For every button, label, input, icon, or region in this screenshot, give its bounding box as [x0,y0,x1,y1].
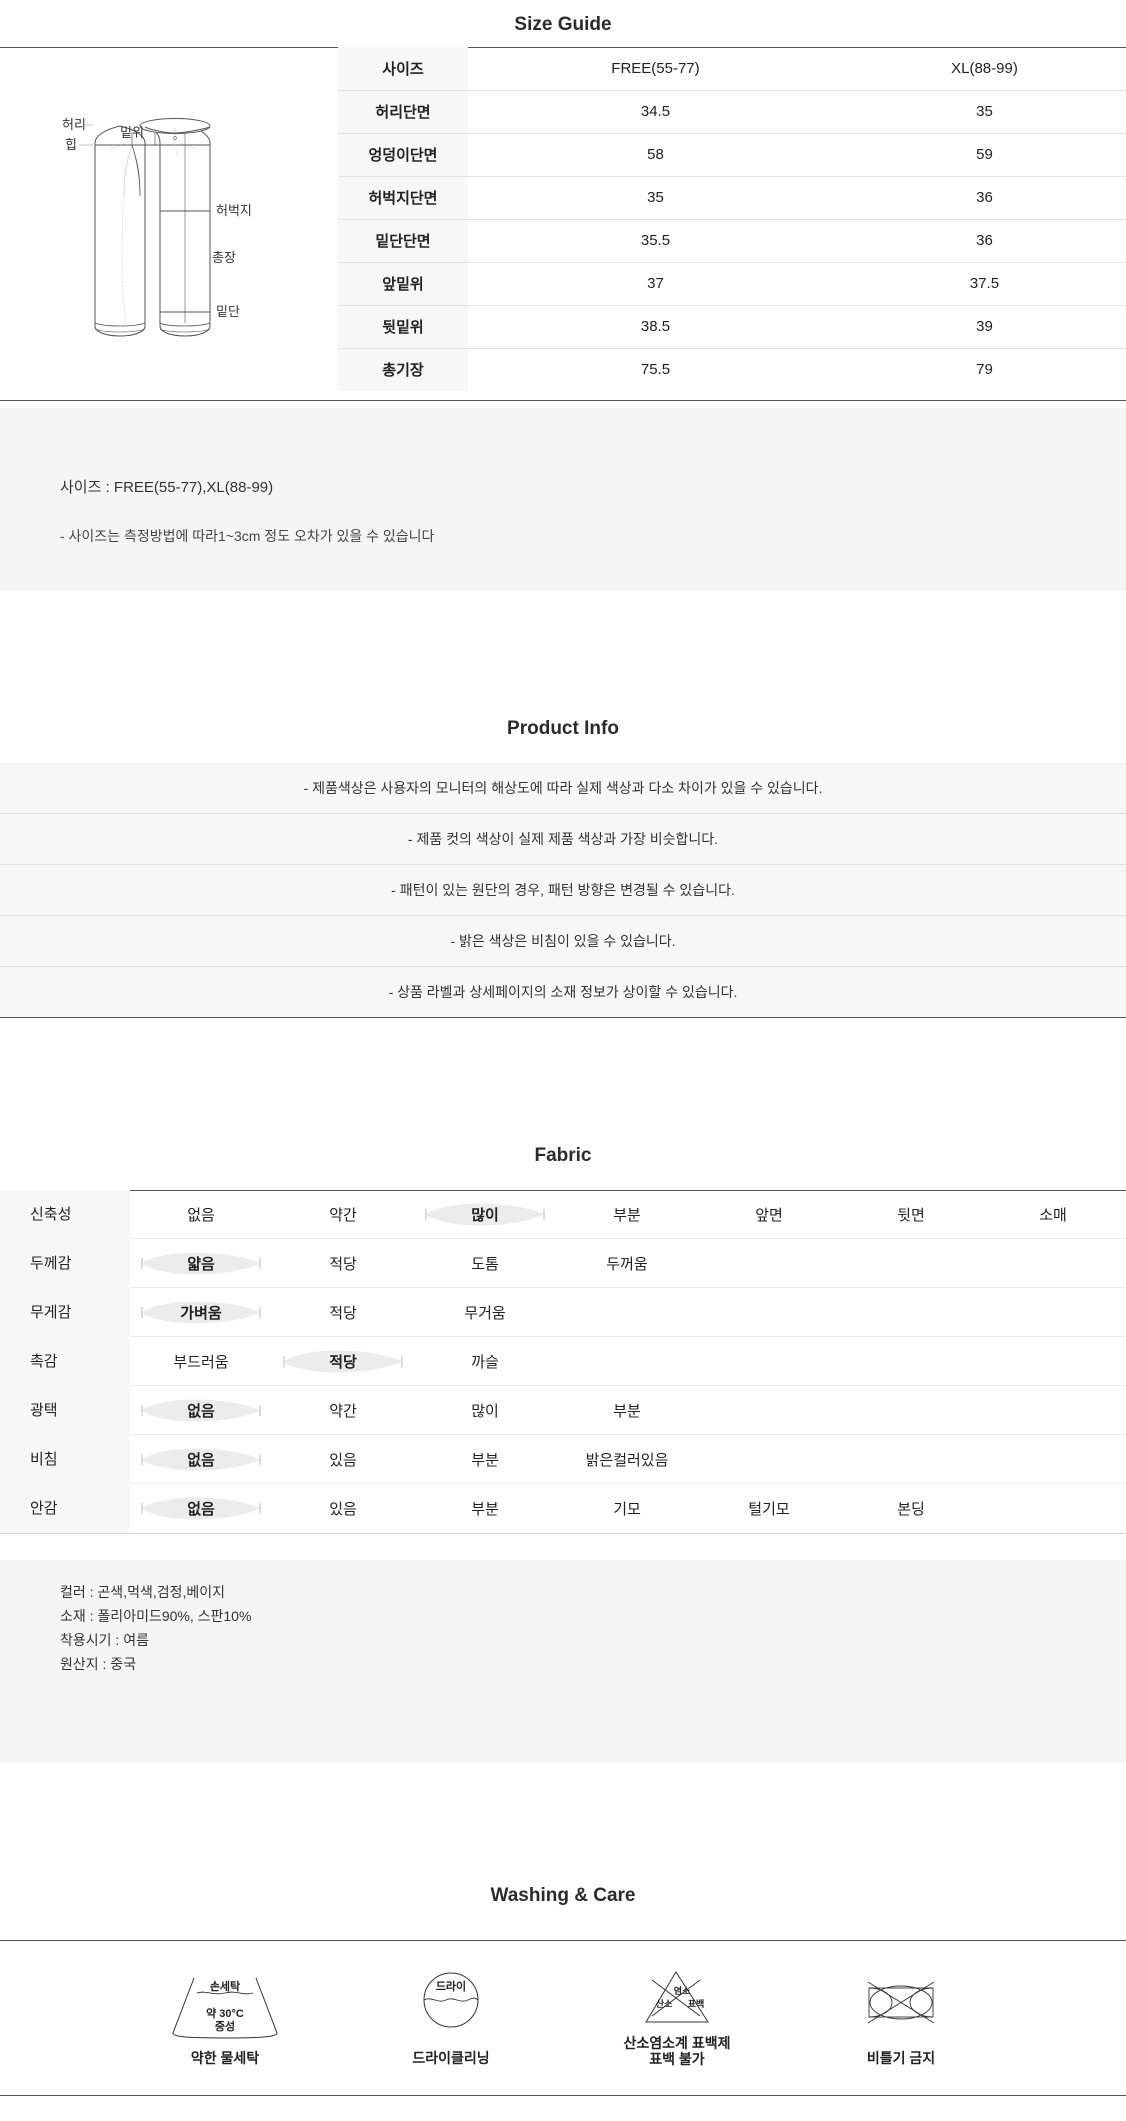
svg-text:손세탁: 손세탁 [210,1979,240,1993]
svg-text:산소염소계 표백제: 산소염소계 표백제 [624,2035,731,2051]
svg-text:총장: 총장 [212,250,236,265]
svg-text:비틀기 금지: 비틀기 금지 [867,2050,935,2066]
svg-text:약 30°C: 약 30°C [206,2006,244,2020]
svg-text:표백 불가: 표백 불가 [649,2051,705,2067]
svg-text:드라이클리닝: 드라이클리닝 [412,2050,489,2066]
svg-text:드라이: 드라이 [436,1979,466,1993]
svg-text:산소: 산소 [656,1998,673,2009]
svg-text:염소: 염소 [674,1985,691,1996]
svg-text:힙: 힙 [65,137,77,152]
svg-text:밑단: 밑단 [216,304,240,319]
svg-text:중성: 중성 [215,2019,235,2033]
svg-text:약한 물세탁: 약한 물세탁 [191,2050,259,2066]
svg-text:밑위: 밑위 [120,125,144,140]
svg-text:허리: 허리 [62,117,86,132]
svg-text:표백: 표백 [688,1998,705,2009]
svg-text:허벅지: 허벅지 [216,203,252,218]
